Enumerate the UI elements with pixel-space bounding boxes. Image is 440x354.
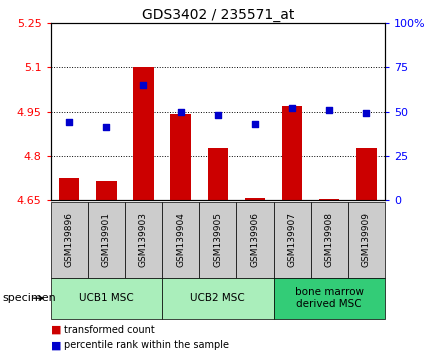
Bar	[170, 114, 191, 200]
Point	[326, 107, 333, 113]
Text: ■: ■	[51, 325, 61, 335]
Point	[140, 82, 147, 88]
Text: GSM139907: GSM139907	[288, 212, 297, 267]
Text: GSM139906: GSM139906	[250, 212, 260, 267]
Point	[251, 121, 258, 127]
Text: GSM139905: GSM139905	[213, 212, 222, 267]
Text: ■: ■	[51, 340, 61, 350]
Text: UCB2 MSC: UCB2 MSC	[191, 293, 245, 303]
Text: GSM139903: GSM139903	[139, 212, 148, 267]
Bar	[282, 106, 302, 200]
Bar	[59, 178, 79, 200]
Point	[363, 110, 370, 116]
Bar	[356, 148, 377, 200]
Text: percentile rank within the sample: percentile rank within the sample	[64, 340, 229, 350]
Text: GSM139901: GSM139901	[102, 212, 111, 267]
Text: GSM139896: GSM139896	[65, 212, 73, 267]
Text: transformed count: transformed count	[64, 325, 154, 335]
Point	[66, 119, 73, 125]
Bar	[319, 199, 340, 200]
Point	[177, 109, 184, 114]
Text: GSM139908: GSM139908	[325, 212, 334, 267]
Point	[289, 105, 296, 111]
Text: GSM139909: GSM139909	[362, 212, 371, 267]
Text: specimen: specimen	[2, 293, 56, 303]
Bar	[96, 181, 117, 200]
Title: GDS3402 / 235571_at: GDS3402 / 235571_at	[142, 8, 294, 22]
Point	[214, 112, 221, 118]
Bar	[245, 198, 265, 200]
Bar	[208, 148, 228, 200]
Text: GSM139904: GSM139904	[176, 212, 185, 267]
Bar	[133, 67, 154, 200]
Text: UCB1 MSC: UCB1 MSC	[79, 293, 134, 303]
Point	[103, 125, 110, 130]
Text: bone marrow
derived MSC: bone marrow derived MSC	[295, 287, 364, 309]
